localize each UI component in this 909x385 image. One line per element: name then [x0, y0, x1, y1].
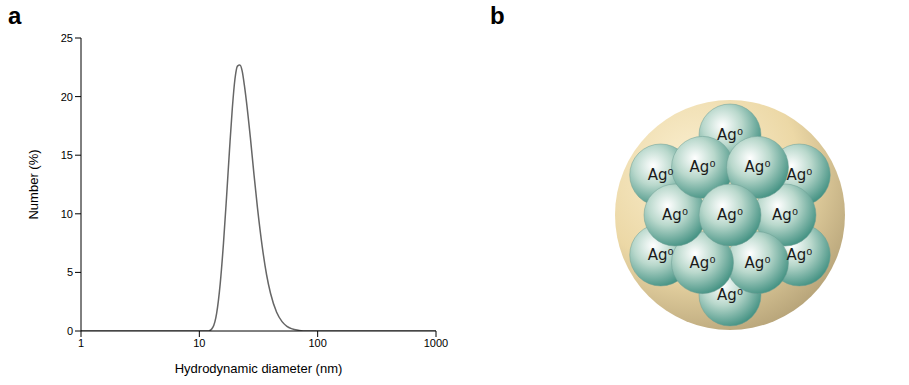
svg-text:Ag⁰: Ag⁰	[717, 286, 743, 304]
svg-text:Ag⁰: Ag⁰	[786, 246, 812, 264]
html-text:b: b	[490, 2, 505, 29]
svg-text:Ag⁰: Ag⁰	[745, 254, 771, 272]
svg-text:Ag⁰: Ag⁰	[690, 158, 716, 176]
svg-text:Ag⁰: Ag⁰	[745, 158, 771, 176]
svg-text:5: 5	[67, 266, 73, 278]
svg-text:1: 1	[78, 337, 84, 349]
svg-text:0: 0	[67, 325, 73, 337]
html-text:a: a	[8, 2, 22, 29]
svg-text:100: 100	[308, 337, 326, 349]
svg-text:Ag⁰: Ag⁰	[772, 206, 798, 224]
svg-text:Ag⁰: Ag⁰	[786, 166, 812, 184]
svg-text:Hydrodynamic diameter (nm): Hydrodynamic diameter (nm)	[175, 361, 343, 376]
svg-text:1000: 1000	[424, 337, 448, 349]
svg-text:20: 20	[61, 91, 73, 103]
svg-text:Ag⁰: Ag⁰	[648, 246, 674, 264]
svg-text:15: 15	[61, 149, 73, 161]
svg-text:Ag⁰: Ag⁰	[717, 206, 743, 224]
svg-text:Ag⁰: Ag⁰	[662, 206, 688, 224]
svg-text:10: 10	[61, 208, 73, 220]
svg-text:25: 25	[61, 32, 73, 44]
svg-text:Ag⁰: Ag⁰	[717, 126, 743, 144]
svg-text:10: 10	[193, 337, 205, 349]
svg-text:Number (%): Number (%)	[26, 149, 41, 219]
svg-text:Ag⁰: Ag⁰	[690, 254, 716, 272]
svg-text:Ag⁰: Ag⁰	[648, 166, 674, 184]
